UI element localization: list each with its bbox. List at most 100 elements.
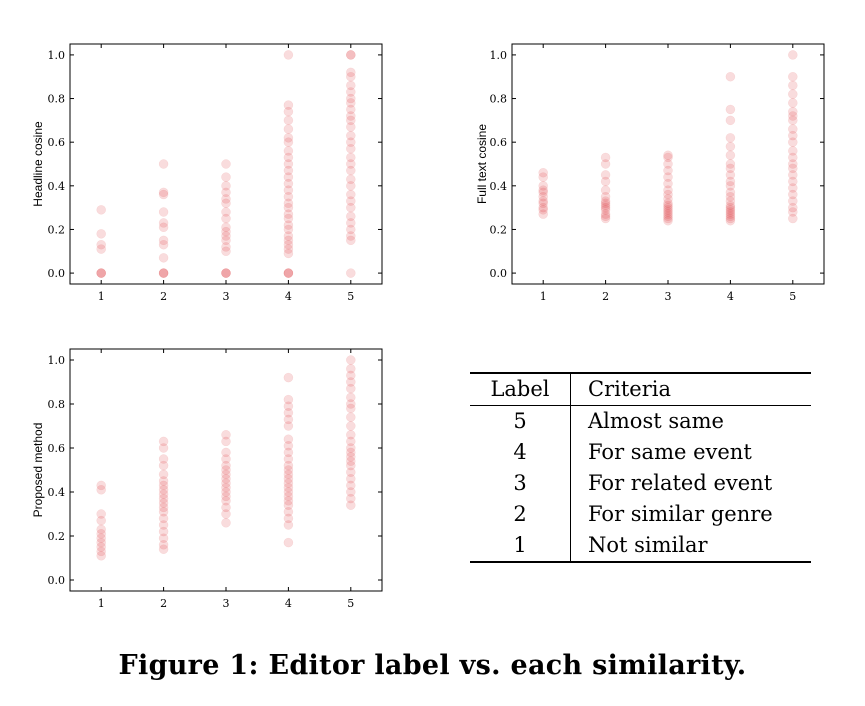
data-point (346, 403, 356, 414)
data-point (221, 436, 231, 447)
data-point (538, 187, 548, 198)
data-point (158, 187, 169, 198)
x-tick-label: 3 (223, 597, 230, 610)
data-point (346, 452, 356, 462)
data-point (346, 399, 356, 409)
data-point (221, 242, 231, 252)
data-point (663, 207, 673, 217)
x-tick-label: 4 (285, 290, 292, 303)
data-point (158, 507, 169, 517)
data-point (346, 181, 356, 191)
data-point (283, 185, 294, 195)
data-point (283, 106, 294, 117)
data-point (221, 496, 231, 506)
data-point (158, 268, 169, 278)
data-point (283, 421, 294, 431)
x-tick-label: 4 (285, 597, 292, 610)
data-point (663, 194, 673, 204)
data-point (346, 456, 356, 466)
data-point (600, 200, 611, 211)
data-point (600, 159, 611, 169)
data-point (283, 198, 294, 209)
data-point (283, 268, 294, 278)
data-point (725, 215, 736, 226)
data-point (725, 104, 736, 115)
data-point (221, 194, 231, 204)
data-point (346, 50, 356, 60)
y-tick-label: 0.4 (48, 180, 66, 193)
data-point (346, 467, 356, 477)
data-point (600, 202, 611, 213)
data-point (346, 493, 356, 504)
data-point (221, 447, 231, 458)
data-point (283, 408, 294, 418)
data-point (283, 133, 294, 143)
data-point (346, 412, 356, 422)
data-point (283, 231, 294, 241)
data-point (221, 460, 231, 471)
data-point (158, 207, 169, 217)
data-point (158, 480, 169, 491)
data-point (283, 124, 294, 134)
data-point (600, 209, 611, 219)
data-point (538, 202, 548, 213)
data-point (221, 159, 231, 169)
data-point (538, 198, 548, 209)
criteria-table: Label Criteria 5 Almost same 4 For same … (470, 372, 811, 563)
data-point (283, 507, 294, 517)
y-tick-label: 0.8 (490, 93, 508, 106)
data-point (788, 146, 798, 156)
data-point (346, 383, 356, 394)
data-point (725, 207, 736, 217)
data-point (346, 500, 356, 510)
data-point (346, 152, 356, 163)
data-point (283, 414, 294, 425)
label-cell: 1 (470, 530, 571, 562)
data-point (283, 172, 294, 182)
data-point (283, 394, 294, 405)
data-point (600, 191, 611, 202)
data-point (158, 513, 169, 524)
headline-chart: 0.0 0.2 0.4 0.6 0.8 1.0 1 2 3 4 5 Headline cosine (31, 43, 383, 303)
data-point (346, 202, 356, 213)
data-point (158, 454, 169, 464)
table-row: 2 For similar genre (470, 499, 811, 530)
data-point (725, 181, 736, 191)
data-point (283, 152, 294, 163)
data-point (600, 211, 611, 222)
label-cell: 5 (470, 405, 571, 437)
plot-frame (69, 43, 383, 285)
data-point (663, 211, 673, 222)
data-point (221, 198, 231, 209)
data-point (221, 518, 231, 528)
data-point (283, 137, 294, 147)
data-point (788, 163, 798, 174)
data-point (346, 98, 356, 108)
y-tick-label: 1.0 (490, 49, 508, 62)
data-point (96, 546, 106, 557)
data-point (600, 152, 611, 163)
data-point (221, 207, 231, 217)
data-point (283, 165, 294, 176)
data-point (158, 159, 169, 169)
x-tick-label: 2 (160, 597, 167, 610)
data-point (725, 170, 736, 180)
data-point (283, 202, 294, 213)
y-axis-label: Headline cosine (31, 121, 45, 207)
data-point (788, 115, 798, 126)
data-point (283, 496, 294, 506)
data-point (158, 239, 169, 250)
data-point (600, 213, 611, 224)
y-tick-label: 0.2 (48, 223, 66, 236)
data-point (283, 469, 294, 480)
data-point (221, 187, 231, 198)
data-point (663, 172, 673, 182)
y-tick-label: 0.8 (48, 398, 66, 411)
data-point (346, 460, 356, 471)
data-point (283, 178, 294, 189)
data-point (96, 524, 106, 535)
figure-caption: Figure 1: Editor label vs. each similari… (118, 650, 747, 681)
data-point (96, 205, 106, 215)
data-point (283, 537, 294, 548)
data-point (725, 115, 736, 126)
